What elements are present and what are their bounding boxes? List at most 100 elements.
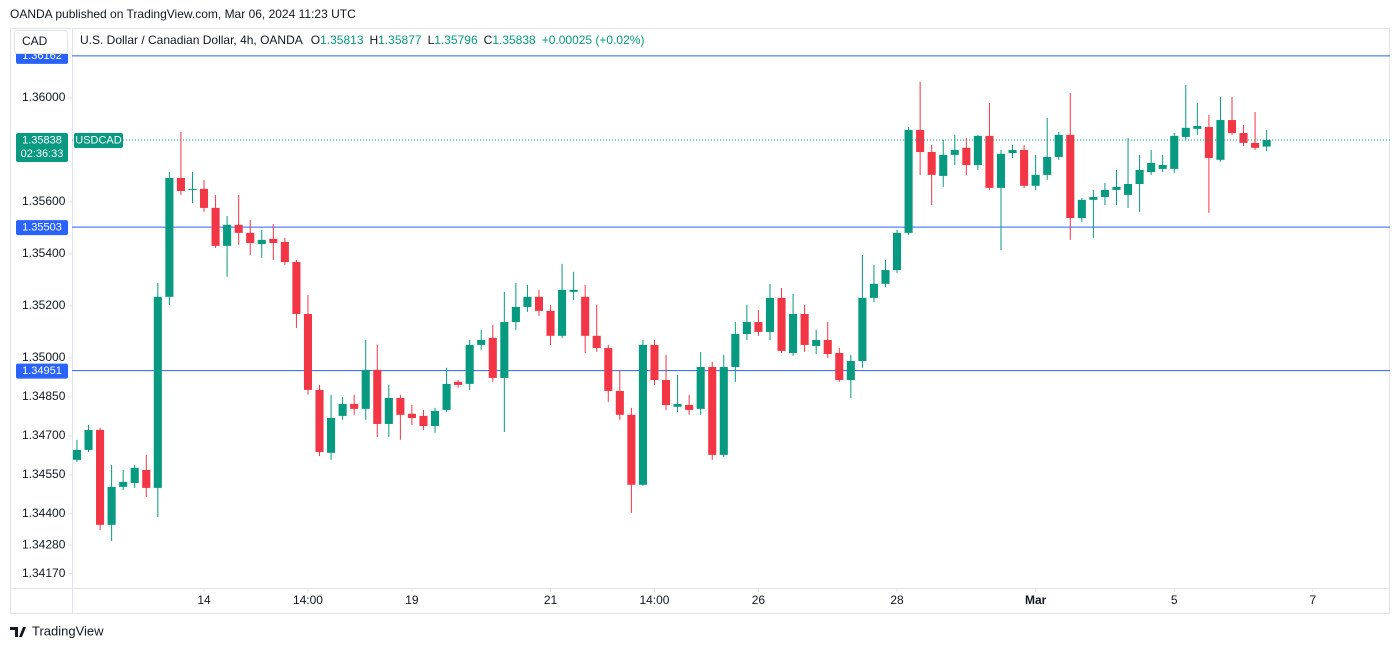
candle-body bbox=[142, 469, 151, 488]
last-price-label: 1.35838 bbox=[22, 134, 62, 146]
candle-body bbox=[292, 261, 301, 314]
candle-body bbox=[1193, 126, 1202, 129]
candle-body bbox=[1020, 149, 1029, 186]
candle-body bbox=[627, 414, 636, 485]
ohlc-value: 1.35838 bbox=[492, 33, 536, 47]
y-tick-label: 1.34280 bbox=[22, 537, 66, 551]
candle-body bbox=[315, 389, 324, 453]
candle-body bbox=[442, 383, 451, 410]
x-tick-label: 14:00 bbox=[639, 593, 669, 607]
x-tick-label: 28 bbox=[890, 593, 904, 607]
candle-body bbox=[581, 296, 590, 336]
candle-body bbox=[973, 135, 982, 166]
candle-body bbox=[1089, 196, 1098, 200]
candle-body bbox=[1181, 127, 1190, 137]
candle-body bbox=[708, 367, 717, 455]
candle-body bbox=[1031, 174, 1040, 186]
candle-body bbox=[789, 313, 798, 353]
candle-body bbox=[280, 241, 289, 262]
candle-body bbox=[454, 381, 463, 385]
candle-body bbox=[846, 361, 855, 381]
chart-frame bbox=[10, 28, 1390, 614]
candle-body bbox=[916, 129, 925, 153]
candle-body bbox=[742, 322, 751, 334]
candle-body bbox=[892, 232, 902, 271]
candle-body bbox=[384, 397, 393, 424]
y-tick-label: 1.35000 bbox=[22, 350, 66, 364]
y-tick-label: 1.35600 bbox=[22, 194, 66, 208]
currency[interactable]: CAD bbox=[22, 34, 48, 48]
candle-body bbox=[1077, 199, 1086, 219]
candle-body bbox=[1135, 169, 1144, 184]
ohlc-key: C bbox=[484, 33, 493, 47]
y-tick-label: 1.34700 bbox=[22, 428, 66, 442]
ohlc-key: L bbox=[428, 33, 435, 47]
candle-body bbox=[1043, 156, 1052, 175]
candle-body bbox=[465, 344, 474, 384]
candle-body bbox=[188, 188, 197, 190]
candle-body bbox=[176, 178, 185, 192]
candle-body bbox=[638, 344, 647, 485]
candle-body bbox=[615, 390, 624, 415]
candle-body bbox=[800, 313, 809, 345]
candle-body bbox=[72, 449, 82, 460]
candle-body bbox=[511, 306, 520, 323]
countdown: 02:36:33 bbox=[21, 148, 64, 160]
y-tick-label: 1.34400 bbox=[22, 506, 66, 520]
x-tick-label: 26 bbox=[752, 593, 766, 607]
candle-body bbox=[962, 147, 971, 166]
candle-body bbox=[223, 224, 232, 246]
candle-body bbox=[604, 348, 613, 391]
currency-button[interactable] bbox=[14, 30, 68, 54]
candle-body bbox=[350, 403, 359, 409]
ohlc-value: 1.35813 bbox=[320, 33, 364, 47]
candle-body bbox=[869, 283, 878, 298]
candle-body bbox=[650, 344, 659, 381]
symbol-label: USDCAD bbox=[75, 134, 122, 146]
candle-body bbox=[1054, 134, 1063, 157]
candle-body bbox=[996, 153, 1006, 188]
x-tick-label: 14 bbox=[197, 593, 211, 607]
candle-body bbox=[1008, 149, 1017, 154]
candle-body bbox=[1170, 135, 1179, 169]
candle-body bbox=[523, 296, 532, 307]
candle-body bbox=[673, 403, 682, 407]
x-tick-label: Mar bbox=[1025, 593, 1047, 607]
candle-body bbox=[373, 369, 382, 424]
x-tick-label: 7 bbox=[1310, 593, 1317, 607]
level-label: 1.35503 bbox=[22, 222, 62, 234]
candle-body bbox=[1227, 120, 1237, 134]
candle-body bbox=[835, 352, 844, 381]
candle-body bbox=[569, 289, 578, 292]
candle-body bbox=[881, 270, 890, 284]
candle-body bbox=[430, 410, 440, 427]
ohlc-key: O bbox=[311, 33, 320, 47]
candle-body bbox=[731, 333, 740, 368]
ohlc-value: 1.35796 bbox=[434, 33, 478, 47]
logo-icon bbox=[10, 627, 26, 637]
candle-body bbox=[696, 367, 705, 409]
y-tick-label: 1.34850 bbox=[22, 389, 66, 403]
candle-body bbox=[419, 415, 428, 427]
candle-body bbox=[927, 152, 936, 175]
candle-body bbox=[765, 297, 775, 332]
candle-body bbox=[338, 403, 347, 416]
candle-body bbox=[303, 313, 313, 390]
y-tick-label: 1.35400 bbox=[22, 246, 66, 260]
x-tick-label: 5 bbox=[1171, 593, 1178, 607]
symbol-title: U.S. Dollar / Canadian Dollar, 4h, OANDA bbox=[80, 33, 303, 47]
candle-body bbox=[407, 413, 416, 418]
candle-body bbox=[1239, 133, 1248, 143]
candle-body bbox=[396, 397, 405, 415]
last-price-tag bbox=[16, 133, 68, 163]
candle-body bbox=[546, 310, 555, 336]
candle-body bbox=[661, 380, 671, 405]
y-tick-label: 1.34170 bbox=[22, 566, 66, 580]
candle-body bbox=[1262, 140, 1271, 147]
candle-body bbox=[361, 369, 370, 409]
symbol-tag bbox=[74, 133, 123, 149]
candle-body bbox=[950, 149, 959, 155]
candle-body bbox=[165, 178, 174, 297]
